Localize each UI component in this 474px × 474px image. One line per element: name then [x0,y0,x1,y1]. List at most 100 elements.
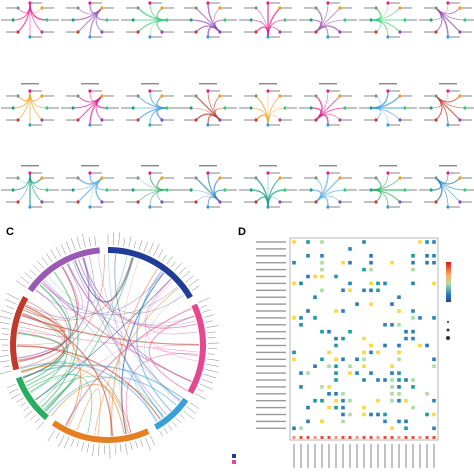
tick-label [92,443,95,457]
dot [320,357,324,362]
edge [430,7,442,21]
node [249,188,253,192]
tick-label [203,373,217,379]
node-label [179,189,189,191]
tick-label [55,246,62,257]
dot [327,405,331,410]
edge [195,7,221,33]
node [314,94,318,98]
node [266,89,270,93]
dot [327,350,331,355]
tick-label [5,305,15,310]
dot [334,343,338,348]
node [283,18,287,22]
node-label [359,107,369,109]
chord [144,279,199,335]
dot [348,371,352,375]
node [194,6,198,10]
node [266,205,270,209]
node [218,176,222,180]
node [386,123,390,127]
node [16,94,20,98]
node-label [125,95,136,97]
edge [310,19,322,33]
panel-title [379,165,397,167]
dot [376,281,380,286]
sector [51,420,150,444]
node-label [270,124,280,126]
node-label [303,31,314,33]
col-label [426,444,428,468]
dot [306,240,310,244]
tick-label [24,410,33,418]
node [429,18,433,22]
node [309,18,313,22]
node-label [363,95,374,97]
node-label [330,36,340,38]
node [218,118,222,122]
node-label [462,95,473,97]
node-label [104,7,115,9]
dot [390,385,394,389]
node-label [1,189,11,191]
sector [187,303,206,394]
bottom-dot [390,436,394,439]
chord [47,376,177,414]
node-label [179,19,189,21]
node-label [164,7,175,9]
node-label [243,7,254,9]
panel-title [439,83,457,85]
node [266,171,270,175]
dot [299,426,303,431]
chord [111,268,158,436]
node-label [342,31,353,33]
node-label [363,31,374,33]
dot [404,329,408,334]
dot [397,378,401,382]
chord [50,383,129,434]
tick-label [15,280,27,288]
chord [82,257,164,418]
node [206,89,210,93]
dot [376,398,380,403]
chord [19,362,158,422]
node-label [164,177,175,179]
node [326,89,330,93]
node [249,18,253,22]
dot [383,323,387,327]
node [398,30,402,34]
size-key [446,328,450,332]
dot [411,281,415,286]
node-label [222,177,233,179]
dot [432,412,436,417]
node [194,176,198,180]
sector [154,397,189,430]
node [136,176,140,180]
bottom-dot [292,436,296,439]
dot [369,371,373,375]
dot [355,357,359,362]
tick-label [76,440,80,447]
chord [42,263,84,310]
tick-label [198,297,210,303]
node [369,188,373,192]
node [429,188,433,192]
node [386,35,390,39]
dot [348,412,352,417]
dot [327,364,331,368]
node-label [407,189,417,191]
bottom-dot [327,436,331,439]
col-label [342,444,344,468]
chord [34,272,164,315]
node [338,94,342,98]
row-label [256,406,286,409]
panel-title [199,83,217,85]
dot [299,316,303,320]
dot [397,398,401,403]
node [148,35,152,39]
dot [292,240,296,244]
node [218,30,222,34]
tick-label [163,427,168,434]
edge [370,107,382,121]
node-label [423,177,434,179]
